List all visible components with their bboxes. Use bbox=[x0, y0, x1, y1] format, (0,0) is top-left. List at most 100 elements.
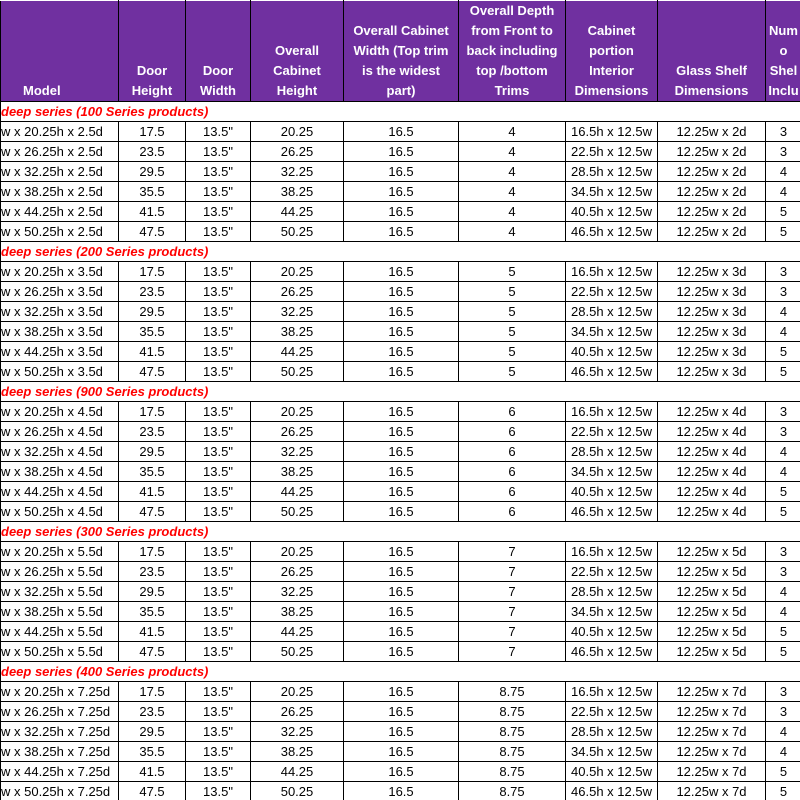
cell: 23.5 bbox=[118, 561, 186, 582]
cell: 13.5" bbox=[185, 561, 251, 582]
cell: 7 bbox=[458, 541, 566, 562]
cell: 41.5 bbox=[118, 761, 186, 782]
data-row: w x 44.25h x 2.5d 41.5 13.5" 44.25 16.5 4 40.5… bbox=[0, 201, 800, 222]
column-header: Overall Depth from Front to back including… bbox=[458, 0, 566, 102]
cell: 26.25 bbox=[250, 561, 344, 582]
cell: 13.5" bbox=[185, 581, 251, 602]
cell: 3 bbox=[765, 281, 800, 302]
model-cell: w x 20.25h x 3.5d bbox=[0, 261, 119, 282]
cell: 12.25w x 2d bbox=[657, 161, 766, 182]
model-cell: w x 26.25h x 2.5d bbox=[0, 141, 119, 162]
header-line: from Front to bbox=[471, 23, 553, 38]
cell: 12.25w x 5d bbox=[657, 641, 766, 662]
model-cell: w x 20.25h x 2.5d bbox=[0, 121, 119, 142]
model-cell: w x 32.25h x 4.5d bbox=[0, 441, 119, 462]
section-row: deep series (200 Series products) bbox=[0, 241, 800, 262]
cell: 8.75 bbox=[458, 781, 566, 800]
cell: 16.5 bbox=[343, 481, 459, 502]
model-cell: w x 38.25h x 2.5d bbox=[0, 181, 119, 202]
column-header: Door Height bbox=[118, 0, 186, 102]
data-row: w x 38.25h x 4.5d 35.5 13.5" 38.25 16.5 6 34.5… bbox=[0, 461, 800, 482]
cell: 34.5h x 12.5w bbox=[565, 601, 658, 622]
header-line: Cabinet bbox=[273, 63, 321, 78]
cell: 16.5h x 12.5w bbox=[565, 121, 658, 142]
cell: 47.5 bbox=[118, 501, 186, 522]
cell: 16.5 bbox=[343, 121, 459, 142]
cell: 3 bbox=[765, 681, 800, 702]
data-row: w x 26.25h x 7.25d 23.5 13.5" 26.25 16.5 8.75… bbox=[0, 701, 800, 722]
cell: 35.5 bbox=[118, 741, 186, 762]
cell: 32.25 bbox=[250, 441, 344, 462]
cell: 16.5 bbox=[343, 401, 459, 422]
header-line: Cabinet bbox=[587, 23, 636, 38]
cell: 5 bbox=[765, 501, 800, 522]
cell: 12.25w x 7d bbox=[657, 741, 766, 762]
header-line: Dimensions bbox=[574, 83, 649, 98]
cell: 13.5" bbox=[185, 361, 251, 382]
cell: 13.5" bbox=[185, 621, 251, 642]
cell: 4 bbox=[765, 301, 800, 322]
cell: 12.25w x 4d bbox=[657, 501, 766, 522]
header-line: o bbox=[779, 43, 788, 58]
cell: 16.5 bbox=[343, 181, 459, 202]
model-cell: w x 38.25h x 4.5d bbox=[0, 461, 119, 482]
cell: 35.5 bbox=[118, 321, 186, 342]
cell: 46.5h x 12.5w bbox=[565, 361, 658, 382]
cell: 12.25w x 7d bbox=[657, 721, 766, 742]
cell: 5 bbox=[765, 781, 800, 800]
model-cell: w x 32.25h x 5.5d bbox=[0, 581, 119, 602]
model-cell: w x 50.25h x 7.25d bbox=[0, 781, 119, 800]
cell: 7 bbox=[458, 561, 566, 582]
cell: 16.5 bbox=[343, 221, 459, 242]
cell: 26.25 bbox=[250, 421, 344, 442]
cell: 29.5 bbox=[118, 441, 186, 462]
cell: 16.5 bbox=[343, 761, 459, 782]
model-cell: w x 50.25h x 5.5d bbox=[0, 641, 119, 662]
cell: 38.25 bbox=[250, 601, 344, 622]
cell: 12.25w x 2d bbox=[657, 181, 766, 202]
cell: 12.25w x 5d bbox=[657, 561, 766, 582]
cell: 46.5h x 12.5w bbox=[565, 641, 658, 662]
cell: 16.5 bbox=[343, 641, 459, 662]
cell: 23.5 bbox=[118, 141, 186, 162]
cell: 6 bbox=[458, 401, 566, 422]
cell: 50.25 bbox=[250, 781, 344, 800]
cell: 13.5" bbox=[185, 701, 251, 722]
model-cell: w x 38.25h x 3.5d bbox=[0, 321, 119, 342]
cell: 8.75 bbox=[458, 761, 566, 782]
cell: 16.5 bbox=[343, 501, 459, 522]
cell: 13.5" bbox=[185, 421, 251, 442]
model-cell: w x 32.25h x 7.25d bbox=[0, 721, 119, 742]
header-line: part) bbox=[386, 83, 416, 98]
model-cell: w x 26.25h x 4.5d bbox=[0, 421, 119, 442]
model-cell: w x 50.25h x 4.5d bbox=[0, 501, 119, 522]
cell: 16.5 bbox=[343, 161, 459, 182]
data-row: w x 44.25h x 3.5d 41.5 13.5" 44.25 16.5 5 40.5… bbox=[0, 341, 800, 362]
cell: 6 bbox=[458, 481, 566, 502]
data-row: w x 32.25h x 3.5d 29.5 13.5" 32.25 16.5 5 28.5… bbox=[0, 301, 800, 322]
cell: 12.25w x 7d bbox=[657, 781, 766, 800]
cell: 4 bbox=[458, 181, 566, 202]
cell: 41.5 bbox=[118, 621, 186, 642]
model-cell: w x 38.25h x 7.25d bbox=[0, 741, 119, 762]
cell: 16.5 bbox=[343, 141, 459, 162]
model-cell: w x 20.25h x 4.5d bbox=[0, 401, 119, 422]
cell: 5 bbox=[765, 341, 800, 362]
header-line: back including bbox=[466, 43, 558, 58]
cell: 13.5" bbox=[185, 721, 251, 742]
model-cell: w x 32.25h x 3.5d bbox=[0, 301, 119, 322]
cell: 16.5 bbox=[343, 461, 459, 482]
cell: 17.5 bbox=[118, 681, 186, 702]
header-line: Trims bbox=[494, 83, 530, 98]
cell: 13.5" bbox=[185, 341, 251, 362]
section-row: deep series (900 Series products) bbox=[0, 381, 800, 402]
header-line: Shel bbox=[769, 63, 798, 78]
cell: 26.25 bbox=[250, 281, 344, 302]
cell: 7 bbox=[458, 641, 566, 662]
cell: 16.5 bbox=[343, 201, 459, 222]
cell: 6 bbox=[458, 501, 566, 522]
cell: 16.5 bbox=[343, 281, 459, 302]
column-header: Door Width bbox=[185, 0, 251, 102]
cell: 5 bbox=[458, 361, 566, 382]
cell: 47.5 bbox=[118, 781, 186, 800]
